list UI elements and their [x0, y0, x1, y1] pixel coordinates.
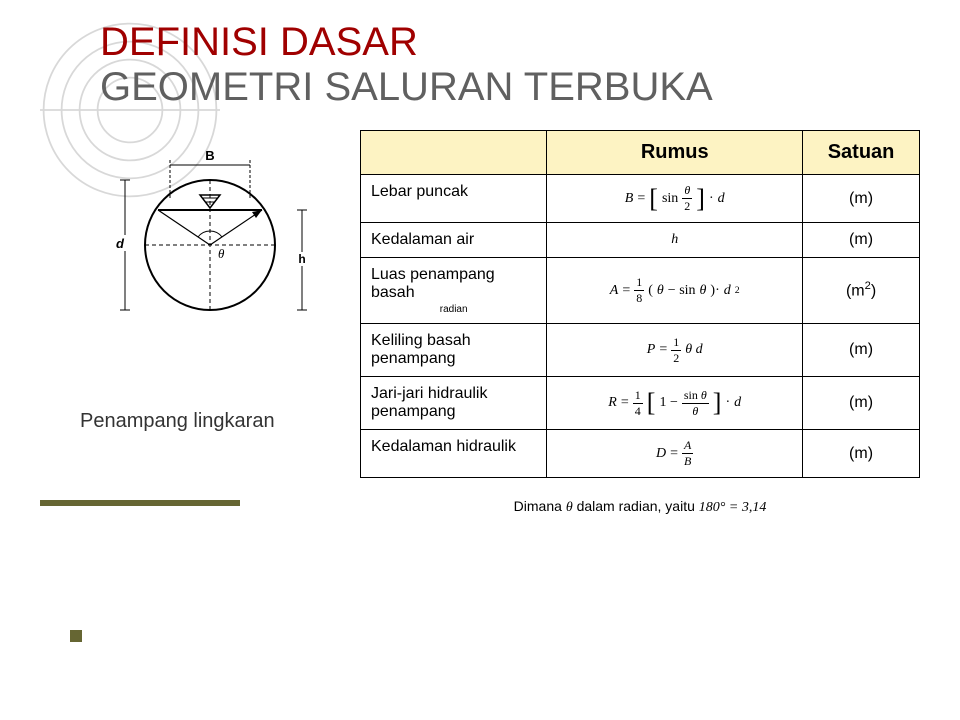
svg-text:B: B	[205, 148, 214, 163]
row-formula: h	[547, 223, 803, 258]
row-label: Lebar puncak	[361, 175, 547, 223]
row-label: Luas penampang basah radian	[361, 258, 547, 324]
footer-bullet	[70, 630, 82, 642]
row-label: Keliling basah penampang	[361, 324, 547, 377]
row-label: Jari-jari hidraulik penampang	[361, 377, 547, 430]
th-blank	[361, 131, 547, 175]
title-line-2: GEOMETRI SALURAN TERBUKA	[100, 65, 920, 110]
row-unit: (m)	[803, 175, 920, 223]
table-row: Luas penampang basah radian A = 18(θ − s…	[361, 258, 920, 324]
row-unit: (m)	[803, 430, 920, 478]
row-formula: A = 18(θ − sin θ)·d2	[547, 258, 803, 324]
row-unit: (m)	[803, 223, 920, 258]
th-satuan: Satuan	[803, 131, 920, 175]
table-row: Lebar puncak B = [sin θ2]·d (m)	[361, 175, 920, 223]
svg-text:θ: θ	[218, 246, 225, 261]
footnote: Dimana θ dalam radian, yaitu 180° = 3,14	[360, 498, 920, 516]
row-unit: (m2)	[803, 258, 920, 324]
row-formula: P = 12 θ d	[547, 324, 803, 377]
row-label: Kedalaman air	[361, 223, 547, 258]
row-unit: (m)	[803, 377, 920, 430]
th-rumus: Rumus	[547, 131, 803, 175]
circular-section-diagram: d B	[90, 140, 330, 340]
svg-text:d: d	[116, 236, 125, 251]
formula-table: Rumus Satuan Lebar puncak B = [sin θ2]·d…	[360, 130, 920, 478]
row-unit: (m)	[803, 324, 920, 377]
slide-title: DEFINISI DASAR GEOMETRI SALURAN TERBUKA	[0, 0, 960, 120]
title-line-1: DEFINISI DASAR	[100, 20, 920, 65]
row-formula: R = 14[1 − sin θθ]·d	[547, 377, 803, 430]
table-row: Kedalaman air h (m)	[361, 223, 920, 258]
svg-text:h: h	[298, 252, 305, 266]
table-row: Jari-jari hidraulik penampang R = 14[1 −…	[361, 377, 920, 430]
row-formula: D = AB	[547, 430, 803, 478]
diagram-caption: Penampang lingkaran	[80, 410, 360, 433]
table-row: Kedalaman hidraulik D = AB (m)	[361, 430, 920, 478]
row-label: Kedalaman hidraulik	[361, 430, 547, 478]
row-formula: B = [sin θ2]·d	[547, 175, 803, 223]
table-row: Keliling basah penampang P = 12 θ d (m)	[361, 324, 920, 377]
